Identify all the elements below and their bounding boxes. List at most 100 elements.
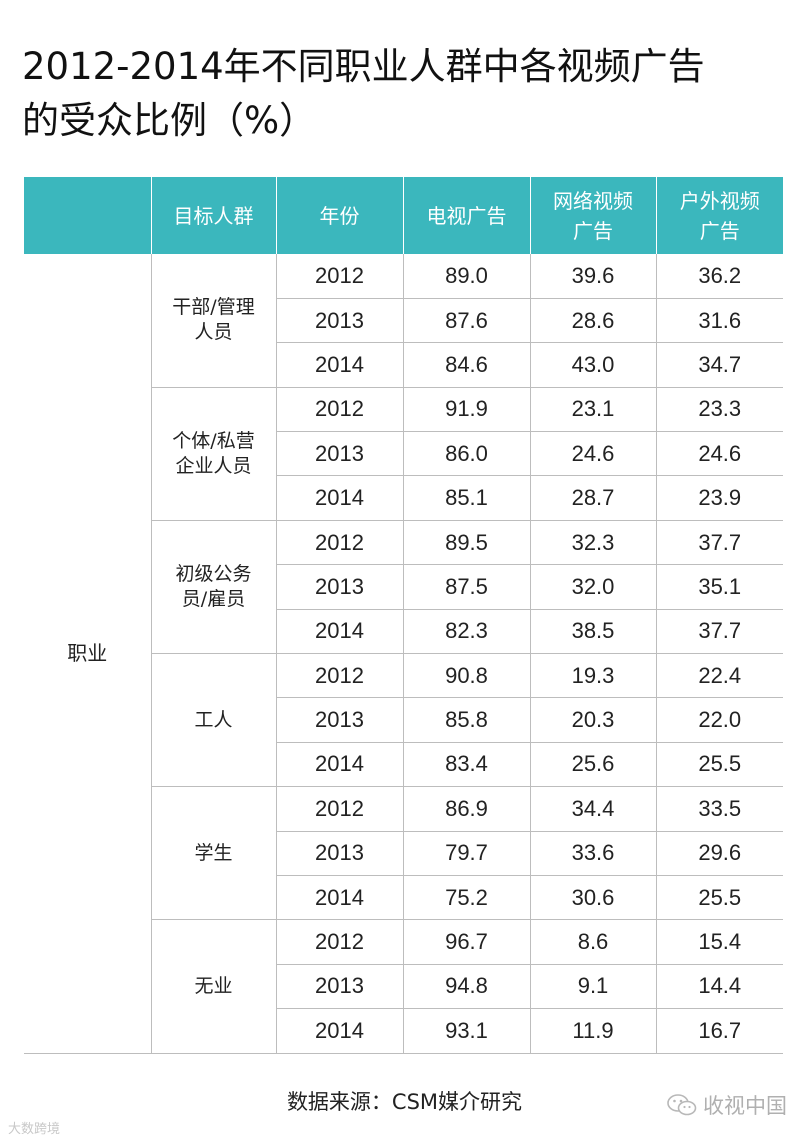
year-cell: 2012	[276, 786, 404, 832]
year-cell: 2012	[276, 653, 404, 699]
category-cell: 职业	[24, 254, 152, 1054]
outdoor-video-ad-cell: 23.3	[656, 387, 783, 433]
header-blank	[24, 177, 152, 254]
group-cell: 学生	[151, 786, 277, 921]
table-row: 2013 87.5 32.0 35.1	[24, 564, 783, 610]
header-online-line1: 网络视频	[553, 188, 633, 213]
year-cell: 2014	[276, 342, 404, 388]
data-table: 目标人群 年份 电视广告 网络视频 广告 户外视频 广告 职业 干部/管理 人员 20…	[24, 177, 783, 1054]
tv-ad-cell: 83.4	[403, 742, 531, 788]
header-year: 年份	[276, 177, 404, 254]
outdoor-video-ad-cell: 36.2	[656, 254, 783, 299]
year-cell: 2014	[276, 609, 404, 655]
group-label-line: 企业人员	[175, 454, 252, 477]
year-cell: 2014	[276, 1008, 404, 1054]
tv-ad-cell: 82.3	[403, 609, 531, 655]
group-label-line: 人员	[194, 321, 233, 344]
online-video-ad-cell: 8.6	[530, 919, 657, 965]
year-cell: 2014	[276, 475, 404, 521]
online-video-ad-cell: 24.6	[530, 431, 657, 477]
online-video-ad-cell: 23.1	[530, 387, 657, 433]
year-cell: 2014	[276, 875, 404, 921]
outdoor-video-ad-cell: 23.9	[656, 475, 783, 521]
header-online-line2: 广告	[573, 218, 613, 243]
tv-ad-cell: 94.8	[403, 964, 531, 1010]
table-header: 目标人群 年份 电视广告 网络视频 广告 户外视频 广告	[24, 177, 783, 254]
tv-ad-cell: 96.7	[403, 919, 531, 965]
group-label-line: 工人	[194, 708, 233, 731]
tv-ad-cell: 90.8	[403, 653, 531, 699]
group-label-line: 员/雇员	[181, 587, 246, 610]
tv-ad-cell: 75.2	[403, 875, 531, 921]
tv-ad-cell: 79.7	[403, 831, 531, 876]
outdoor-video-ad-cell: 24.6	[656, 431, 783, 477]
watermark-left: 大数跨境	[8, 1122, 61, 1137]
table-row: 2013 86.0 24.6 24.6	[24, 431, 783, 477]
year-cell: 2014	[276, 742, 404, 788]
year-cell: 2013	[276, 964, 404, 1010]
outdoor-video-ad-cell: 33.5	[656, 786, 783, 832]
group-cell: 初级公务 员/雇员	[151, 520, 277, 655]
group-cell: 个体/私营 企业人员	[151, 387, 277, 521]
group-label-line: 个体/私营	[172, 429, 255, 452]
online-video-ad-cell: 33.6	[530, 831, 657, 876]
outdoor-video-ad-cell: 25.5	[656, 875, 783, 921]
online-video-ad-cell: 34.4	[530, 786, 657, 832]
online-video-ad-cell: 11.9	[530, 1008, 657, 1054]
year-cell: 2012	[276, 919, 404, 965]
table-row: 2013 87.6 28.6 31.6	[24, 298, 783, 344]
header-row: 目标人群 年份 电视广告 网络视频 广告 户外视频 广告	[24, 177, 783, 254]
online-video-ad-cell: 25.6	[530, 742, 657, 788]
group-cell: 无业	[151, 919, 277, 1054]
tv-ad-cell: 87.6	[403, 298, 531, 344]
tv-ad-cell: 86.9	[403, 786, 531, 832]
table-row: 2013 85.8 20.3 22.0	[24, 697, 783, 743]
tv-ad-cell: 85.8	[403, 697, 531, 743]
title-line-1: 2012-2014年不同职业人群中各视频广告	[22, 45, 705, 88]
outdoor-video-ad-cell: 15.4	[656, 919, 783, 965]
table-row: 2013 94.8 9.1 14.4	[24, 964, 783, 1010]
outdoor-video-ad-cell: 31.6	[656, 298, 783, 344]
tv-ad-cell: 87.5	[403, 564, 531, 610]
header-target-group: 目标人群	[151, 177, 277, 254]
year-cell: 2012	[276, 520, 404, 566]
table-row: 2014 83.4 25.6 25.5	[24, 742, 783, 788]
tv-ad-cell: 93.1	[403, 1008, 531, 1054]
table-row: 初级公务 员/雇员 2012 89.5 32.3 37.7	[24, 520, 783, 655]
wechat-icon	[667, 1094, 697, 1116]
watermark-right: 收视中国	[667, 1090, 787, 1120]
table-row: 学生 2012 86.9 34.4 33.5	[24, 786, 783, 921]
group-label-line: 无业	[194, 974, 233, 997]
online-video-ad-cell: 38.5	[530, 609, 657, 655]
tv-ad-cell: 89.5	[403, 520, 531, 566]
outdoor-video-ad-cell: 29.6	[656, 831, 783, 876]
online-video-ad-cell: 32.3	[530, 520, 657, 566]
group-cell: 工人	[151, 653, 277, 788]
tv-ad-cell: 84.6	[403, 342, 531, 388]
tv-ad-cell: 85.1	[403, 475, 531, 521]
online-video-ad-cell: 20.3	[530, 697, 657, 743]
header-outdoor-line1: 户外视频	[679, 188, 760, 213]
online-video-ad-cell: 28.7	[530, 475, 657, 521]
online-video-ad-cell: 28.6	[530, 298, 657, 344]
group-label-line: 学生	[194, 841, 233, 864]
table-row: 2014 93.1 11.9 16.7	[24, 1008, 783, 1054]
outdoor-video-ad-cell: 16.7	[656, 1008, 783, 1054]
outdoor-video-ad-cell: 34.7	[656, 342, 783, 388]
table-body: 职业 干部/管理 人员 2012 89.0 39.6 36.2 2013 87.6 28.6 31.…	[24, 254, 783, 1054]
outdoor-video-ad-cell: 37.7	[656, 609, 783, 655]
title-line-2: 的受众比例（%）	[22, 99, 317, 142]
table-row: 2014 82.3 38.5 37.7	[24, 609, 783, 655]
table-row: 无业 2012 96.7 8.6 15.4	[24, 919, 783, 1054]
header-outdoor-line2: 广告	[699, 218, 740, 243]
table-row: 工人 2012 90.8 19.3 22.4	[24, 653, 783, 788]
tv-ad-cell: 91.9	[403, 387, 531, 433]
group-cell: 干部/管理 人员	[151, 254, 277, 388]
online-video-ad-cell: 9.1	[530, 964, 657, 1010]
online-video-ad-cell: 19.3	[530, 653, 657, 699]
outdoor-video-ad-cell: 22.0	[656, 697, 783, 743]
table-row: 2014 84.6 43.0 34.7	[24, 342, 783, 388]
table-row: 2014 75.2 30.6 25.5	[24, 875, 783, 921]
page-title: 2012-2014年不同职业人群中各视频广告 的受众比例（%）	[22, 40, 792, 148]
year-cell: 2013	[276, 298, 404, 344]
